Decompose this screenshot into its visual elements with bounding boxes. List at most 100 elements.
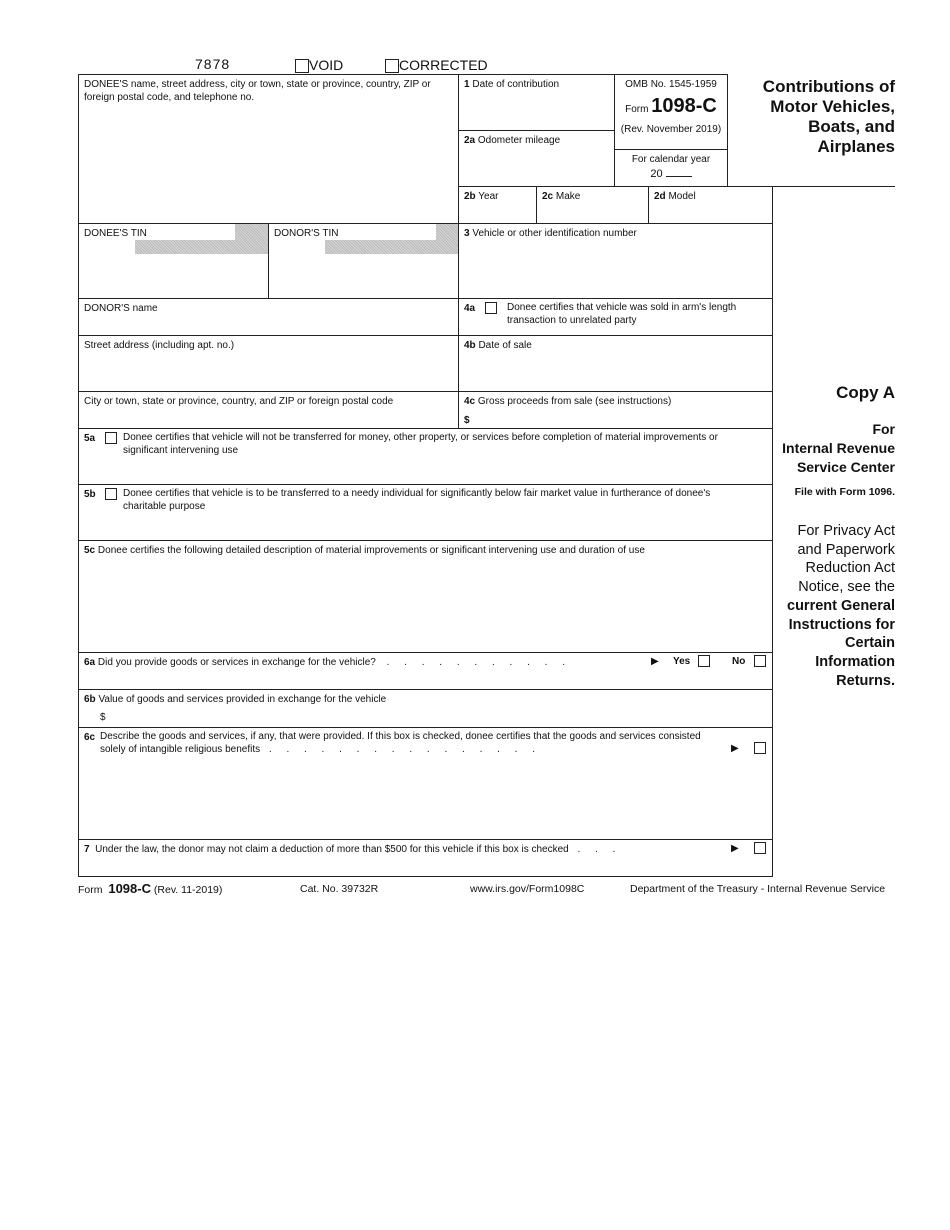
irs-url[interactable]: www.irs.gov/Form1098C bbox=[470, 883, 585, 895]
privacy-link-text: current General Instructions for Certain… bbox=[787, 597, 895, 689]
box-num: 4b bbox=[464, 340, 476, 351]
dot-leader: . . . . . . . . . . . . . . . . . . . . … bbox=[268, 744, 549, 755]
shading bbox=[235, 224, 268, 254]
divider bbox=[772, 186, 773, 876]
box-5b[interactable]: 5b Donee certifies that vehicle is to be… bbox=[78, 484, 773, 541]
divider bbox=[727, 186, 895, 187]
omb-box: OMB No. 1545-1959 Form 1098-C (Rev. Nove… bbox=[614, 74, 728, 150]
dot-leader: . . . . . . . . . . . . . . . . . . bbox=[386, 657, 577, 668]
box-label: Value of goods and services provided in … bbox=[98, 694, 387, 705]
donor-tin-box[interactable]: DONOR'S TIN bbox=[268, 223, 459, 299]
box-7-checkbox[interactable] bbox=[754, 842, 766, 855]
box-label: Describe the goods and services, if any,… bbox=[100, 731, 701, 755]
box-2a[interactable]: 2a Odometer mileage bbox=[458, 130, 615, 187]
privacy-text: For Privacy Act and Paperwork Reduction … bbox=[797, 523, 895, 596]
box-label: Year bbox=[478, 191, 499, 202]
yes-checkbox[interactable] bbox=[698, 655, 710, 668]
footer-form-word: Form bbox=[78, 884, 103, 896]
box-num: 6a bbox=[84, 657, 96, 668]
box-6c-checkbox[interactable] bbox=[754, 742, 766, 755]
arrow-icon: ▶ bbox=[651, 656, 659, 667]
yes-label: Yes bbox=[673, 656, 691, 667]
dollar-sign: $ bbox=[100, 712, 106, 723]
form-title: Contributions of Motor Vehicles, Boats, … bbox=[762, 77, 895, 156]
box-label: Under the law, the donor may not claim a… bbox=[95, 844, 569, 855]
dot-leader: . . . . . . bbox=[577, 844, 628, 855]
corrected-checkbox[interactable]: CORRECTED bbox=[385, 57, 488, 74]
box-label: Donee certifies that vehicle will not be… bbox=[123, 432, 718, 456]
box-label: Odometer mileage bbox=[477, 135, 561, 146]
arrow-icon: ▶ bbox=[731, 843, 739, 854]
box-2d[interactable]: 2d Model bbox=[648, 186, 773, 224]
calendar-year-box[interactable]: For calendar year 20 bbox=[614, 149, 728, 187]
box-label: Model bbox=[668, 191, 696, 202]
form-number: 1098-C bbox=[651, 95, 717, 117]
donee-name-box[interactable]: DONEE'S name, street address, city or to… bbox=[78, 74, 459, 224]
box-label: Date of contribution bbox=[472, 79, 560, 90]
catalog-number: Cat. No. 39732R bbox=[300, 883, 379, 895]
box-4a-checkbox[interactable] bbox=[485, 302, 497, 315]
box-label: Donee certifies that vehicle was sold in… bbox=[507, 302, 737, 326]
omb-number: OMB No. 1545-1959 bbox=[625, 79, 717, 90]
box-num: 5a bbox=[84, 433, 96, 444]
box-6a[interactable]: 6a Did you provide goods or services in … bbox=[78, 652, 773, 690]
box-label: City or town, state or province, country… bbox=[84, 396, 394, 407]
box-6c[interactable]: 6c Describe the goods and services, if a… bbox=[78, 727, 773, 840]
donee-name-label: DONEE'S name, street address, city or to… bbox=[84, 79, 431, 103]
box-num: 5c bbox=[84, 545, 96, 556]
box-4a[interactable]: 4a Donee certifies that vehicle was sold… bbox=[458, 298, 773, 336]
city-box[interactable]: City or town, state or province, country… bbox=[78, 391, 459, 429]
footer-form-number: 1098-C bbox=[108, 881, 151, 896]
box-num: 6c bbox=[84, 732, 96, 743]
calendar-year-label: For calendar year bbox=[631, 154, 711, 165]
box-label: Did you provide goods or services in exc… bbox=[97, 657, 376, 668]
street-box[interactable]: Street address (including apt. no.) bbox=[78, 335, 459, 392]
box-6b[interactable]: 6b Value of goods and services provided … bbox=[78, 689, 773, 728]
box-5c[interactable]: 5c Donee certifies the following detaile… bbox=[78, 540, 773, 653]
file-with: File with Form 1096. bbox=[794, 486, 895, 498]
box-2c[interactable]: 2c Make bbox=[536, 186, 649, 224]
dollar-sign: $ bbox=[464, 415, 470, 426]
form-code: 7878 bbox=[195, 56, 231, 72]
copy-label: Copy A bbox=[836, 383, 895, 402]
box-7[interactable]: 7 Under the law, the donor may not claim… bbox=[78, 839, 773, 877]
box-label: DONOR'S TIN bbox=[274, 228, 339, 239]
box-label: Vehicle or other identification number bbox=[472, 228, 637, 239]
shading bbox=[325, 240, 458, 254]
box-2b[interactable]: 2b Year bbox=[458, 186, 537, 224]
donor-name-box[interactable]: DONOR'S name bbox=[78, 298, 459, 336]
for-label: For bbox=[872, 421, 895, 437]
no-checkbox[interactable] bbox=[754, 655, 766, 668]
box-4b[interactable]: 4b Date of sale bbox=[458, 335, 773, 392]
corrected-label: CORRECTED bbox=[399, 57, 488, 73]
box-num: 1 bbox=[464, 79, 470, 90]
box-label: Street address (including apt. no.) bbox=[84, 340, 235, 351]
box-num: 4a bbox=[464, 303, 476, 314]
box-label: Gross proceeds from sale (see instructio… bbox=[477, 396, 672, 407]
box-label: DONOR'S name bbox=[84, 303, 158, 314]
footer-rev: (Rev. 11-2019) bbox=[153, 884, 223, 896]
box-num: 5b bbox=[84, 489, 96, 500]
box-num: 2d bbox=[654, 191, 666, 202]
void-checkbox[interactable]: VOID bbox=[295, 57, 344, 74]
box-label: DONEE'S TIN bbox=[84, 228, 147, 239]
arrow-icon: ▶ bbox=[731, 743, 739, 754]
no-label: No bbox=[732, 656, 746, 667]
year-prefix: 20 bbox=[650, 168, 663, 180]
box-5a-checkbox[interactable] bbox=[105, 432, 117, 445]
privacy-notice: For Privacy Act and Paperwork Reduction … bbox=[775, 522, 895, 690]
box-label: Donee certifies that vehicle is to be tr… bbox=[123, 488, 711, 512]
box-5a[interactable]: 5a Donee certifies that vehicle will not… bbox=[78, 428, 773, 485]
void-label: VOID bbox=[309, 57, 344, 73]
shading bbox=[135, 240, 268, 254]
box-3[interactable]: 3 Vehicle or other identification number bbox=[458, 223, 773, 299]
box-num: 2c bbox=[542, 191, 554, 202]
box-1[interactable]: 1 Date of contribution bbox=[458, 74, 615, 131]
box-num: 2b bbox=[464, 191, 476, 202]
box-5b-checkbox[interactable] bbox=[105, 488, 117, 501]
box-label: Make bbox=[555, 191, 581, 202]
box-num: 2a bbox=[464, 135, 476, 146]
box-4c[interactable]: 4c Gross proceeds from sale (see instruc… bbox=[458, 391, 773, 429]
irs-label: Internal Revenue Service Center bbox=[782, 440, 895, 475]
